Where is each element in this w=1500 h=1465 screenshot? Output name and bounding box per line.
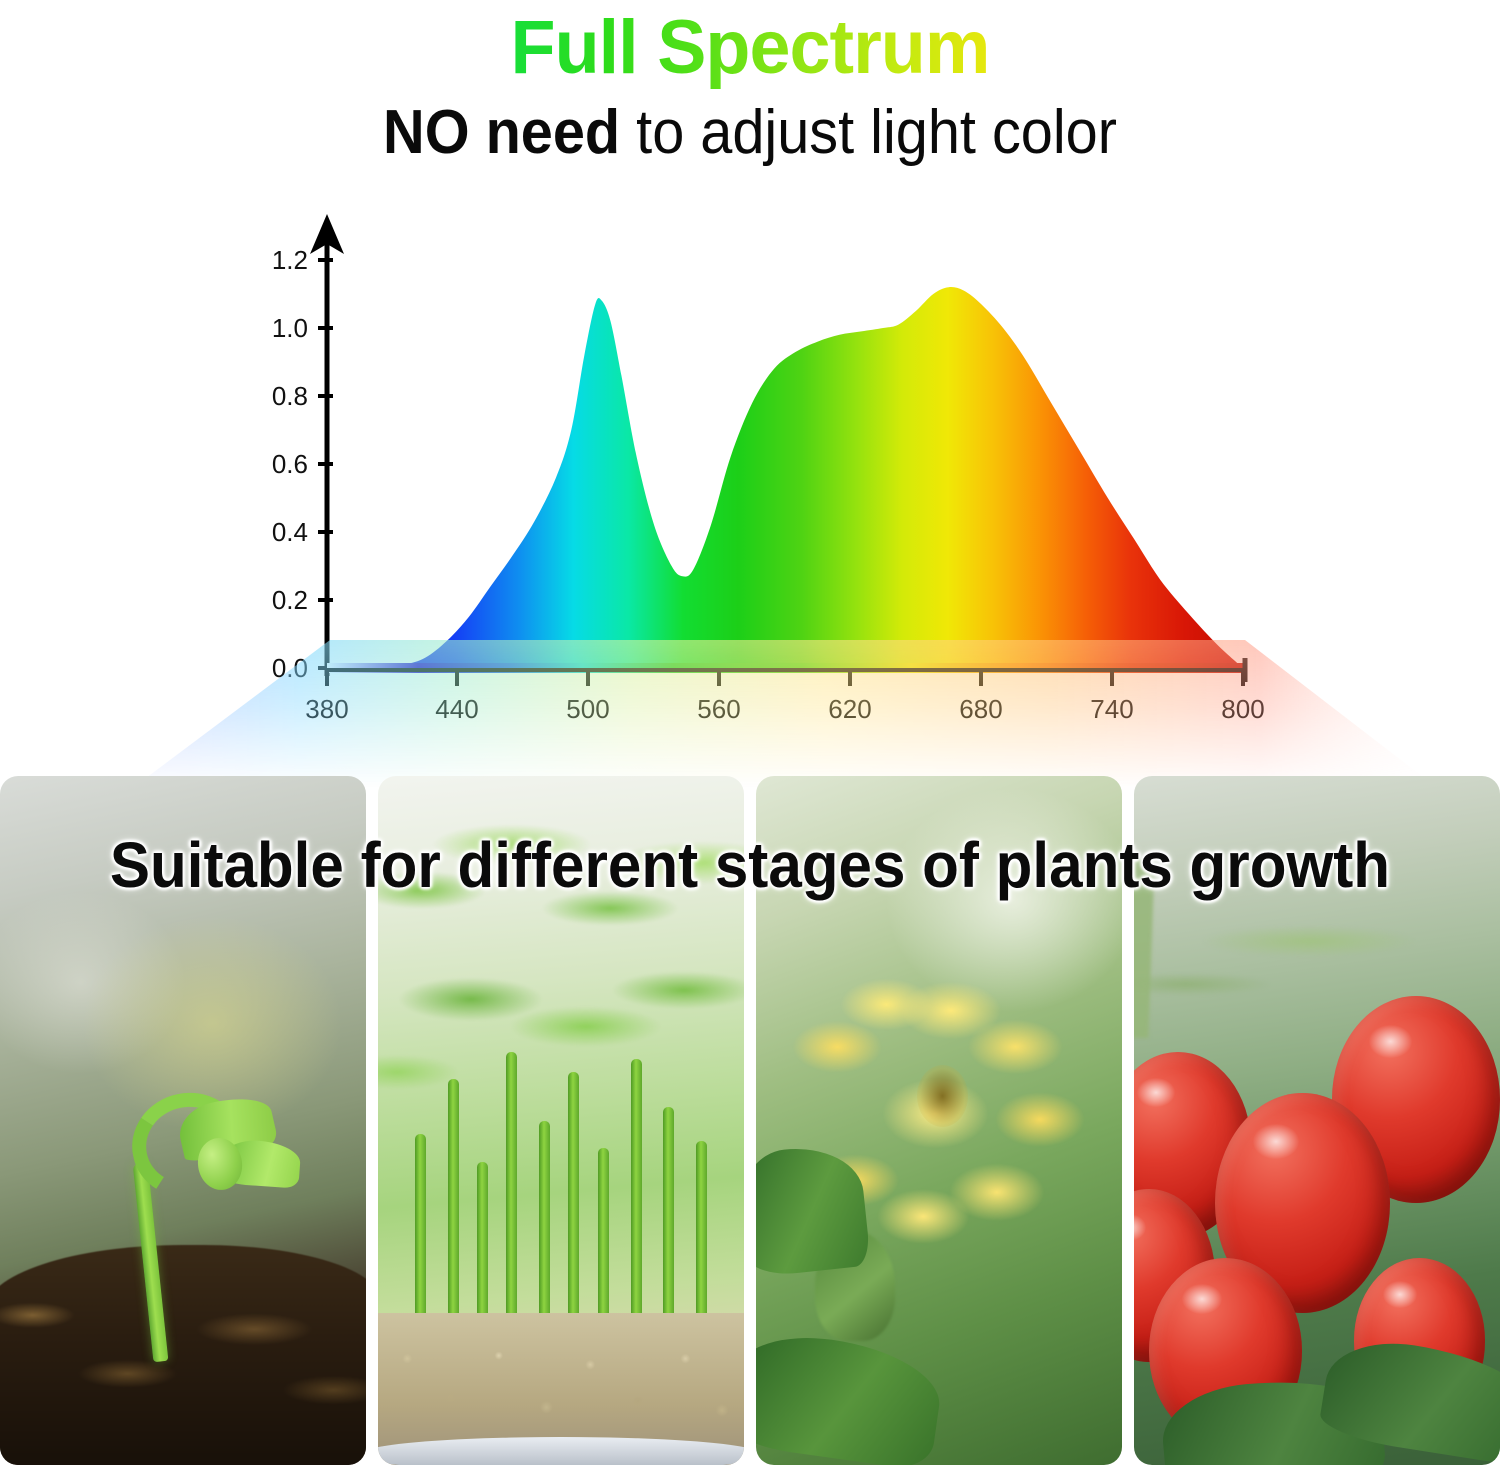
y-tick-1: 0.2 [272,585,308,615]
stage-card-seedling[interactable] [378,776,744,1465]
foliage-canopy [378,789,744,1245]
x-tick-560: 560 [697,694,740,724]
page-subtitle: NO need to adjust light color [53,98,1448,168]
subtitle-light: to adjust light color [620,98,1117,167]
y-axis-labels: 0.0 0.2 0.4 0.6 0.8 1.0 1.2 [272,245,308,683]
soil-mound [0,1244,366,1465]
subtitle-strong: NO need [383,98,621,167]
y-tick-0: 0.0 [272,653,308,683]
x-tick-440: 440 [435,694,478,724]
tray-rim [378,1437,744,1465]
stage-card-fruiting[interactable] [1134,776,1500,1465]
y-axis [310,214,344,676]
spectrum-curve [327,287,1243,669]
flower-stamens [917,1065,969,1128]
stage-card-germination[interactable] [0,776,366,1465]
y-tick-4: 0.8 [272,381,308,411]
x-tick-500: 500 [566,694,609,724]
y-tick-2: 0.4 [272,517,308,547]
x-axis-labels: 380 440 500 560 620 680 740 800 [305,694,1264,724]
stem-cluster [378,776,744,1465]
y-tick-5: 1.0 [272,313,308,343]
x-tick-680: 680 [959,694,1002,724]
page-title: Full Spectrum [23,6,1478,90]
growth-stage-gallery [0,776,1500,1465]
headline-block: Full Spectrum NO need to adjust light co… [0,0,1500,200]
x-tick-740: 740 [1090,694,1133,724]
y-tick-6: 1.2 [272,245,308,275]
x-tick-800: 800 [1221,694,1264,724]
stage-card-flowering[interactable] [756,776,1122,1465]
spectrum-chart-svg: 0.0 0.2 0.4 0.6 0.8 1.0 1.2 [272,214,1265,724]
x-tick-380: 380 [305,694,348,724]
y-tick-3: 0.6 [272,449,308,479]
x-tick-620: 620 [828,694,871,724]
spectrum-chart: 0.0 0.2 0.4 0.6 0.8 1.0 1.2 [0,196,1500,776]
